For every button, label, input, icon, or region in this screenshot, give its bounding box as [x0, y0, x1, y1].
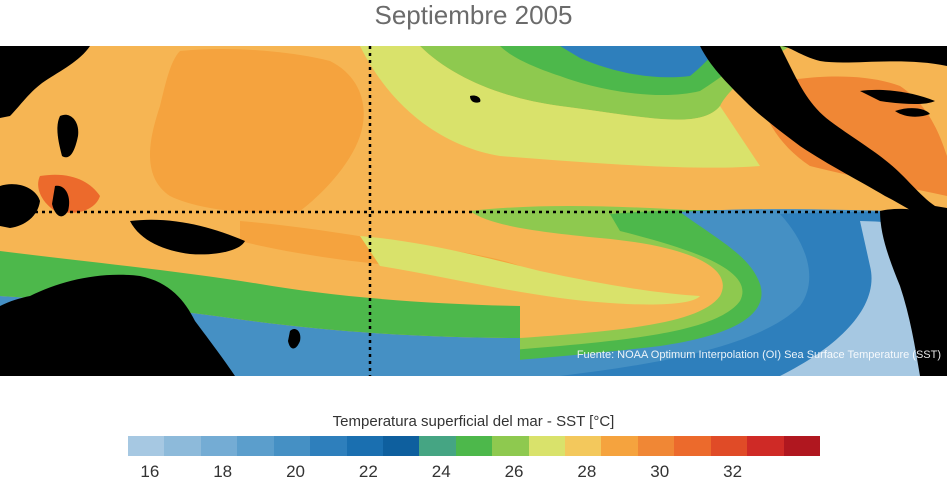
land-new-zealand: [288, 329, 301, 349]
land-north-america: [700, 46, 947, 226]
legend-swatch: [492, 436, 529, 456]
legend-swatch: [273, 436, 311, 456]
legend-swatch: [674, 436, 711, 456]
land-sulawesi: [52, 185, 70, 217]
land-cuba: [860, 89, 935, 105]
legend-swatch: [237, 436, 274, 456]
legend-swatch: [310, 436, 347, 456]
legend-tick-label: 20: [286, 462, 305, 481]
legend-tick-label: 16: [140, 462, 160, 481]
legend-swatch: [346, 436, 383, 456]
legend-tick-label: 30: [650, 462, 670, 481]
legend-tick-label: 32: [723, 462, 743, 481]
legend-swatch: [637, 436, 675, 456]
equatorial-yellow: [360, 236, 700, 305]
land-borneo: [0, 184, 40, 228]
land-south-america: [880, 208, 947, 376]
legend-tick-label: 18: [213, 462, 233, 481]
north-yellow-band: [360, 46, 760, 168]
legend-ticks: 16 18 20 22 24 26 28 30 32: [128, 462, 820, 482]
legend-tick-label: 24: [431, 462, 451, 481]
land-asia: [0, 46, 90, 118]
legend-tick-label: 28: [577, 462, 597, 481]
land-australia: [0, 274, 235, 376]
legend-swatch: [128, 436, 165, 456]
legend-swatch: [601, 436, 638, 456]
land-philippines: [57, 114, 79, 158]
legend-swatch: [419, 436, 456, 456]
legend-title: Temperatura superficial del mar - SST [°…: [332, 413, 615, 430]
land-hawaii: [470, 95, 481, 103]
legend-swatch: [200, 436, 238, 456]
legend-swatch: [565, 436, 602, 456]
land-new-guinea: [130, 219, 245, 255]
legend-swatch: [164, 436, 201, 456]
legend-colorbar: [128, 436, 821, 456]
sst-map: [0, 46, 947, 376]
legend-tick-label: 26: [504, 462, 524, 481]
legend-swatch: [455, 436, 493, 456]
legend-swatch: [528, 436, 566, 456]
north-cool-inner: [560, 46, 720, 78]
legend-tick-label: 22: [358, 462, 378, 481]
legend-swatch: [783, 436, 821, 456]
legend-swatch: [747, 436, 784, 456]
land-hispaniola: [895, 108, 930, 117]
legend-swatch: [382, 436, 420, 456]
south-green-band: [0, 251, 520, 338]
warm-pool-north: [150, 49, 364, 213]
source-note: Fuente: NOAA Optimum Interpolation (OI) …: [576, 349, 941, 361]
map-title: Septiembre 2005: [374, 0, 573, 30]
legend-swatch: [710, 436, 748, 456]
